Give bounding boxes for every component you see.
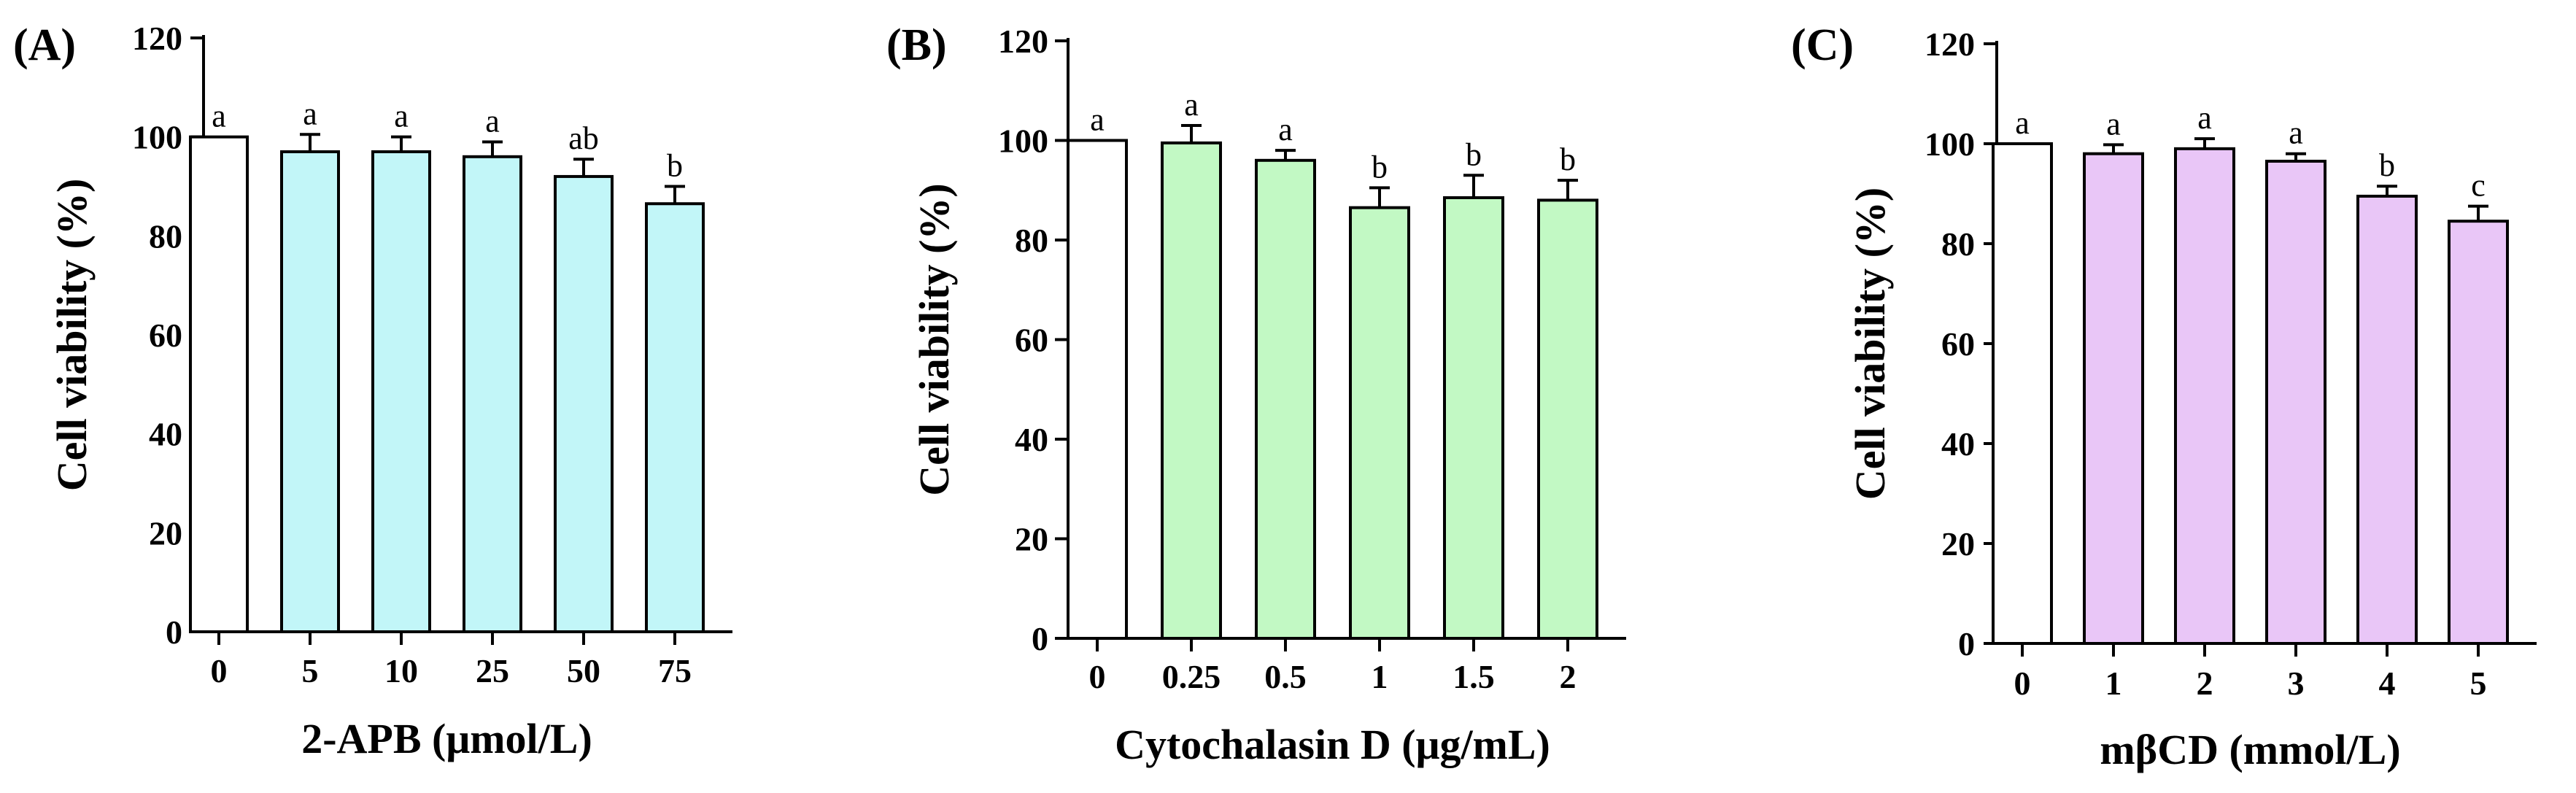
- bar: [1537, 198, 1598, 640]
- bar: [2448, 220, 2509, 645]
- significance-label: b: [1560, 142, 1576, 177]
- y-tick-label: 0: [1032, 620, 1048, 657]
- significance-label: a: [485, 103, 500, 139]
- x-tick-label: 0: [1089, 658, 1106, 695]
- y-tick-label: 80: [149, 217, 182, 255]
- y-tick-label: 120: [132, 20, 182, 57]
- x-tick-label: 0: [2014, 665, 2031, 702]
- significance-label: a: [1184, 87, 1199, 123]
- significance-label: b: [1372, 149, 1388, 185]
- y-tick-label: 20: [1941, 525, 1975, 562]
- significance-label: ab: [568, 120, 599, 156]
- y-axis-title: Cell viability (%): [48, 179, 96, 492]
- bar: [463, 155, 522, 634]
- x-tick-label: 2: [2197, 665, 2213, 702]
- significance-label: b: [1466, 136, 1482, 172]
- bar: [2265, 159, 2326, 646]
- x-tick-label: 50: [567, 652, 600, 689]
- significance-label: a: [1278, 112, 1293, 147]
- y-tick-label: 120: [1925, 26, 1975, 63]
- significance-label: c: [2471, 168, 2486, 204]
- significance-label: a: [394, 98, 409, 134]
- x-tick-label: 25: [476, 652, 509, 689]
- bar: [1161, 141, 1222, 641]
- panel-label: (C): [1791, 20, 1854, 70]
- x-tick-label: 0.25: [1162, 658, 1221, 695]
- y-tick-label: 100: [132, 119, 182, 156]
- bar: [1255, 158, 1316, 641]
- bar: [554, 174, 614, 633]
- y-tick-label: 40: [1015, 421, 1048, 458]
- x-tick-label: 4: [2379, 665, 2396, 702]
- x-tick-label: 1: [1372, 658, 1388, 695]
- x-axis-title: mβCD (mmol/L): [2100, 726, 2400, 773]
- y-tick-label: 40: [149, 416, 182, 453]
- y-tick-label: 100: [1925, 125, 1975, 163]
- x-axis-title: Cytochalasin D (μg/mL): [1115, 721, 1550, 768]
- significance-label: b: [667, 148, 683, 184]
- x-tick-label: 5: [302, 652, 319, 689]
- y-tick-label: 120: [998, 23, 1048, 60]
- y-tick-label: 100: [998, 123, 1048, 160]
- y-tick-label: 40: [1941, 425, 1975, 463]
- bar: [280, 150, 340, 633]
- bar: [645, 202, 705, 634]
- bar: [1992, 142, 2053, 645]
- x-tick-label: 75: [658, 652, 692, 689]
- significance-label: a: [303, 96, 317, 131]
- y-axis-title: Cell viability (%): [910, 183, 958, 496]
- bar: [2083, 152, 2144, 645]
- x-tick-label: 1: [2105, 665, 2122, 702]
- y-tick-label: 20: [149, 514, 182, 552]
- x-tick-label: 2: [1560, 658, 1577, 695]
- y-tick-label: 0: [166, 614, 182, 651]
- significance-label: a: [2106, 106, 2121, 142]
- x-tick-label: 5: [2470, 665, 2487, 702]
- x-tick-label: 1.5: [1453, 658, 1495, 695]
- bar: [371, 150, 431, 633]
- y-tick-label: 20: [1015, 521, 1048, 558]
- significance-label: a: [2289, 115, 2303, 151]
- bar: [1349, 206, 1410, 640]
- y-axis-title: Cell viability (%): [1846, 187, 1894, 500]
- significance-label: a: [2197, 100, 2212, 136]
- y-tick-label: 60: [1015, 322, 1048, 359]
- bar: [1443, 196, 1504, 640]
- panel-label: (B): [886, 20, 947, 70]
- bar: [2174, 147, 2235, 646]
- x-tick-label: 3: [2288, 665, 2305, 702]
- x-tick-label: 0: [211, 652, 228, 689]
- y-tick-label: 60: [149, 317, 182, 354]
- y-tick-label: 60: [1941, 325, 1975, 363]
- x-tick-label: 0.5: [1264, 658, 1307, 695]
- significance-label: b: [2379, 147, 2395, 183]
- x-axis-title: 2-APB (μmol/L): [301, 715, 592, 762]
- bar: [1067, 139, 1128, 640]
- significance-label: a: [1090, 102, 1105, 138]
- bar: [2356, 194, 2418, 645]
- significance-label: a: [212, 98, 226, 134]
- bar: [189, 135, 249, 633]
- y-tick-label: 80: [1015, 222, 1048, 259]
- y-tick-label: 0: [1958, 625, 1975, 662]
- panel-label: (A): [13, 20, 76, 70]
- significance-label: a: [2015, 105, 2030, 141]
- y-tick-label: 80: [1941, 225, 1975, 263]
- x-tick-label: 10: [384, 652, 418, 689]
